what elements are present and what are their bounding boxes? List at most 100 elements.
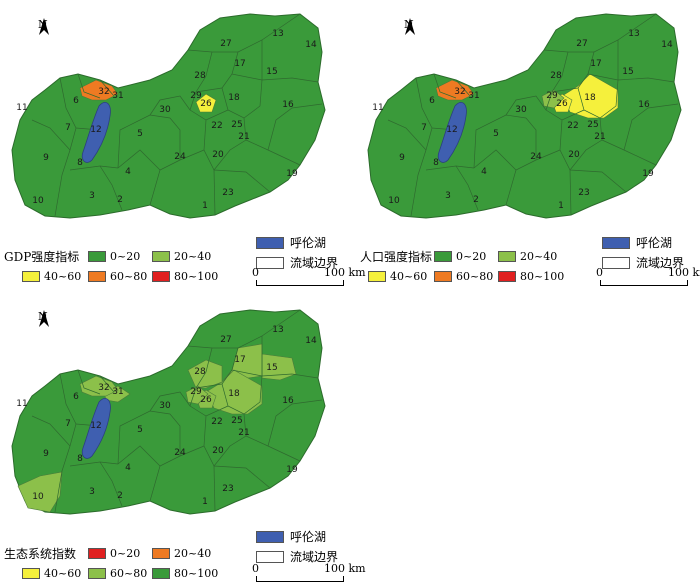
region-10-fill bbox=[17, 471, 63, 513]
north-arrow: N bbox=[404, 18, 415, 35]
legend-swatch bbox=[434, 251, 452, 262]
boundary-label: 流域边界 bbox=[290, 550, 339, 564]
region-label-24: 24 bbox=[530, 152, 542, 162]
legend-swatch bbox=[152, 548, 170, 559]
lake-boundary-legend: 呼伦湖 流域边界 bbox=[602, 234, 684, 274]
legend-swatch bbox=[88, 271, 106, 282]
legend-title: 人口强度指标 bbox=[360, 250, 433, 264]
region-label-5: 5 bbox=[137, 129, 143, 139]
region-label-4: 4 bbox=[481, 167, 487, 177]
region-29-fill bbox=[541, 89, 565, 109]
map-panel-population: 1 2 3 4 5 6 7 8 9 10 11 12 13 14 15 16 17 18 19 20 21 22 23 24 2… bbox=[356, 0, 700, 286]
region-label-12: 12 bbox=[446, 125, 457, 135]
region-label-26: 26 bbox=[200, 99, 212, 109]
region-label-31: 31 bbox=[112, 387, 123, 397]
region-label-10: 10 bbox=[32, 196, 44, 206]
lake-boundary-legend: 呼伦湖 流域边界 bbox=[256, 528, 338, 568]
legend-label: 20~40 bbox=[520, 250, 558, 263]
region-border bbox=[69, 461, 119, 467]
region-border bbox=[505, 149, 561, 206]
region-label-10: 10 bbox=[388, 196, 400, 206]
region-border bbox=[169, 413, 181, 456]
lake-boundary-legend: 呼伦湖 流域边界 bbox=[256, 234, 338, 274]
region-label-24: 24 bbox=[174, 152, 186, 162]
boundary-legend-item: 流域边界 bbox=[602, 254, 684, 271]
scale-start: 0 bbox=[596, 266, 603, 279]
region-label-29: 29 bbox=[190, 91, 202, 101]
region-border bbox=[77, 369, 101, 395]
region-label-9: 9 bbox=[43, 153, 49, 163]
region-border bbox=[231, 309, 301, 371]
region-border bbox=[267, 103, 323, 151]
lake-swatch bbox=[256, 530, 284, 543]
region-label-7: 7 bbox=[421, 123, 427, 133]
region-border bbox=[169, 117, 181, 160]
region-label-6: 6 bbox=[73, 392, 79, 402]
legend-swatch bbox=[22, 271, 40, 282]
region-border bbox=[69, 165, 119, 171]
scale-end: 100 km bbox=[324, 562, 366, 575]
scale-start: 0 bbox=[252, 266, 259, 279]
region-border bbox=[569, 169, 572, 216]
legend-item-0: 0~20 bbox=[88, 547, 140, 560]
legend-label: 40~60 bbox=[44, 567, 82, 580]
region-border bbox=[54, 77, 77, 217]
region-border bbox=[213, 465, 216, 512]
legend-swatch bbox=[152, 568, 170, 579]
map-panel-gdp: 1 2 3 4 5 6 7 8 9 10 11 12 13 14 15 16 17 18 19 20 21 22 23 24 2… bbox=[0, 0, 366, 286]
region-border bbox=[599, 117, 657, 166]
lake-legend-item: 呼伦湖 bbox=[256, 234, 338, 251]
legend-label: 20~40 bbox=[174, 547, 212, 560]
region-label-13: 13 bbox=[272, 325, 283, 335]
region-label-17: 17 bbox=[234, 355, 245, 365]
region-label-28: 28 bbox=[194, 367, 206, 377]
region-label-27: 27 bbox=[576, 39, 587, 49]
region-label-11: 11 bbox=[16, 399, 27, 409]
region-border bbox=[149, 149, 205, 206]
north-arrow: N bbox=[38, 310, 49, 327]
region-label-16: 16 bbox=[638, 100, 650, 110]
region-label-26: 26 bbox=[556, 99, 568, 109]
region-label-15: 15 bbox=[266, 363, 277, 373]
region-label-25: 25 bbox=[231, 120, 242, 130]
hulun-lake bbox=[81, 102, 111, 163]
region-label-31: 31 bbox=[112, 91, 123, 101]
legend-swatch bbox=[434, 271, 452, 282]
legend-label: 80~100 bbox=[174, 567, 219, 580]
region-border bbox=[117, 114, 171, 169]
region-label-17: 17 bbox=[234, 59, 245, 69]
region-label-32: 32 bbox=[98, 87, 109, 97]
region-label-20: 20 bbox=[212, 150, 224, 160]
region-label-15: 15 bbox=[622, 67, 633, 77]
map-panel-ecosystem: 1 2 3 4 5 6 7 8 9 10 11 12 13 14 15 16 17 18 19 20 21 22 23 24 2… bbox=[0, 300, 366, 585]
legend-swatch bbox=[498, 271, 516, 282]
region-label-20: 20 bbox=[568, 150, 580, 160]
region-border bbox=[455, 165, 479, 211]
lake-label: 呼伦湖 bbox=[290, 530, 327, 544]
region-29-fill bbox=[185, 385, 209, 405]
region-label-22: 22 bbox=[211, 417, 222, 427]
north-arrow: N bbox=[38, 18, 49, 35]
region-border bbox=[195, 51, 213, 93]
legend-swatch bbox=[498, 251, 516, 262]
region-label-2: 2 bbox=[473, 195, 479, 205]
legend-item-4: 80~100 bbox=[152, 567, 218, 580]
region-label-12: 12 bbox=[90, 125, 101, 135]
region-border bbox=[213, 169, 216, 216]
legend-label: 40~60 bbox=[390, 270, 428, 283]
region-label-14: 14 bbox=[305, 40, 317, 50]
region-label-32: 32 bbox=[98, 383, 109, 393]
legend-item-2: 40~60 bbox=[22, 567, 81, 580]
legend-label: 60~80 bbox=[110, 567, 148, 580]
region-label-29: 29 bbox=[190, 387, 202, 397]
legend-item-3: 60~80 bbox=[88, 270, 147, 283]
scale-bar: 0 100 km bbox=[252, 266, 366, 288]
map-canvas: 1234567891011121314151617181920212223242… bbox=[367, 13, 682, 219]
legend-swatch bbox=[88, 568, 106, 579]
region-border bbox=[149, 391, 191, 412]
lake-label: 呼伦湖 bbox=[290, 236, 327, 250]
region-label-30: 30 bbox=[159, 401, 171, 411]
scale-line bbox=[256, 576, 344, 582]
basin-area bbox=[367, 13, 682, 219]
region-border bbox=[195, 347, 213, 389]
